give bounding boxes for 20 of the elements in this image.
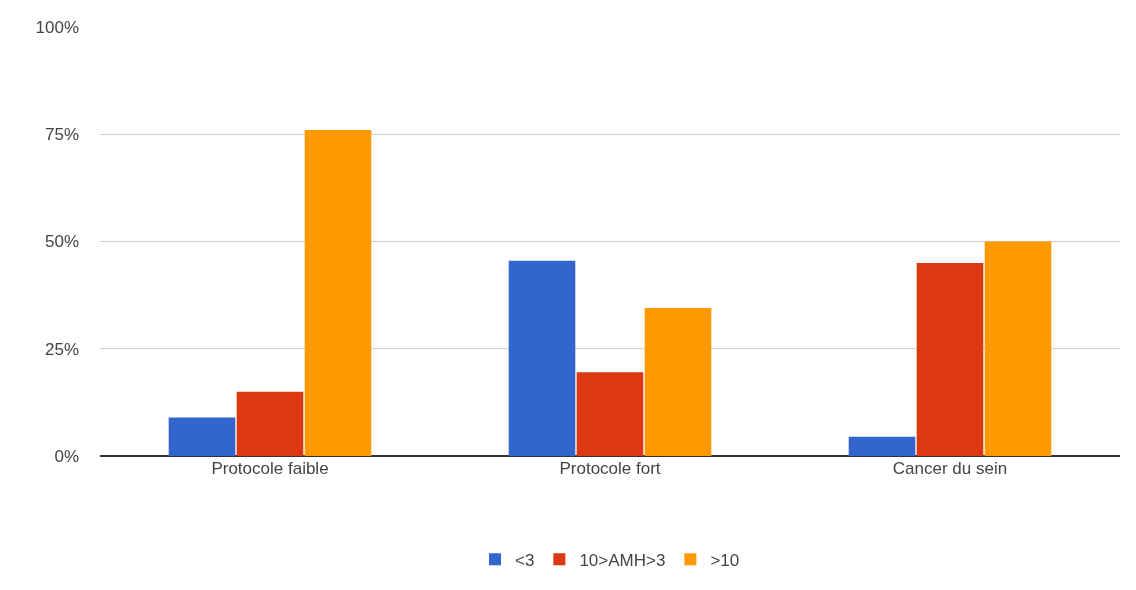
y-tick-label: 0% [54,446,79,466]
bar [168,417,236,456]
bar [576,372,644,456]
y-tick-label: 50% [44,232,79,252]
legend-label: >10 [710,550,740,570]
legend-label: <3 [515,550,535,570]
bar [916,262,984,456]
bar [304,129,372,456]
y-tick-label: 25% [44,339,79,359]
x-tick-label: Protocole fort [559,459,661,478]
bar [236,391,304,456]
y-tick-label: 75% [44,125,79,145]
y-tick-label: 100% [35,17,79,37]
bar [508,260,576,456]
bar [644,308,712,456]
legend-label: 10>AMH>3 [579,550,666,570]
x-tick-label: Cancer du sein [892,459,1008,478]
x-tick-label: Protocole faible [211,459,329,478]
bar [984,241,1052,456]
bar [848,436,916,456]
